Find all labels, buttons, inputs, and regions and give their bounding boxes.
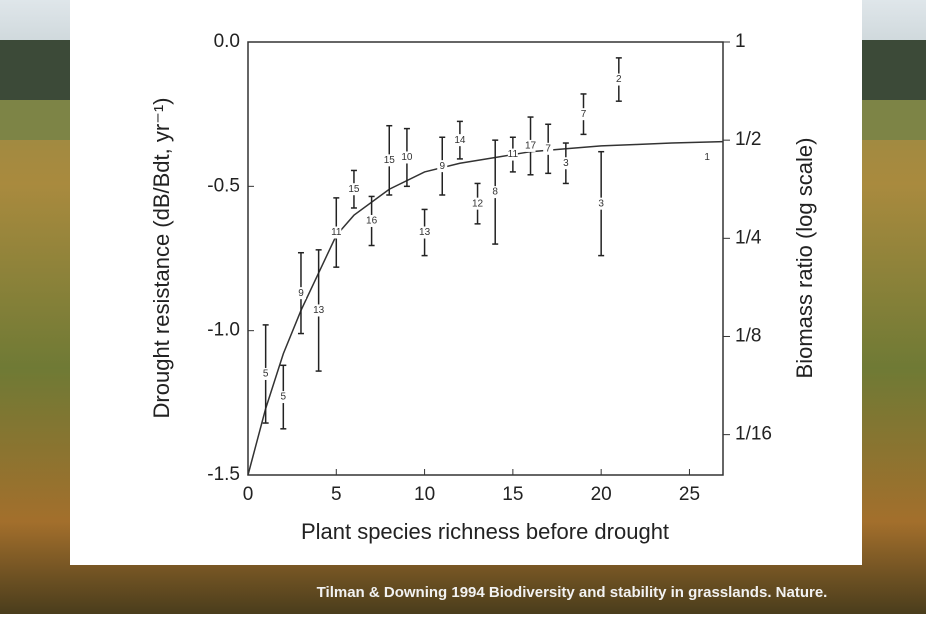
x-tick-label: 20 — [591, 484, 612, 505]
y2-tick-label: 1/8 — [735, 325, 761, 346]
point-label: 14 — [454, 135, 466, 146]
y-tick-label: -1.5 — [207, 464, 240, 485]
point — [578, 108, 589, 121]
point — [507, 148, 518, 161]
point-label: 11 — [331, 227, 342, 238]
point — [613, 73, 624, 86]
y2-axis-label: Biomass ratio (log scale) — [792, 138, 817, 379]
point — [454, 134, 465, 147]
point-label: 3 — [563, 158, 569, 169]
point — [313, 304, 324, 317]
point — [560, 157, 571, 170]
point-label: 13 — [419, 227, 431, 238]
point — [543, 142, 554, 155]
point — [702, 151, 713, 164]
x-tick-label: 5 — [331, 484, 342, 505]
point — [472, 197, 483, 210]
point-label: 9 — [298, 288, 304, 299]
y-axis-label: Drought resistance (dB/Bdt, yr⁻¹) — [149, 98, 174, 419]
y2-tick-label: 1/2 — [735, 129, 761, 150]
point — [401, 151, 412, 164]
point-label: 5 — [263, 369, 269, 380]
point-label: 2 — [616, 74, 622, 85]
y-tick-label: -1.0 — [207, 320, 240, 341]
y2-tick-label: 1 — [735, 31, 746, 52]
fit-line — [247, 140, 724, 476]
x-tick-label: 0 — [243, 484, 254, 505]
y-tick-label: 0.0 — [214, 31, 240, 52]
point-label: 16 — [366, 216, 378, 227]
x-tick-label: 10 — [414, 484, 435, 505]
caption: Tilman & Downing 1994 Biodiversity and s… — [317, 584, 828, 601]
point — [260, 367, 271, 380]
point — [525, 139, 536, 152]
point-label: 3 — [598, 198, 604, 209]
x-axis-label: Plant species richness before drought — [301, 519, 669, 544]
point — [348, 183, 359, 196]
point — [419, 226, 430, 239]
point-label: 11 — [508, 149, 519, 160]
y-tick-label: -0.5 — [207, 175, 240, 196]
chart-panel — [70, 0, 862, 565]
point-label: 5 — [281, 392, 287, 403]
point — [331, 226, 342, 239]
point-label: 12 — [472, 198, 484, 209]
point-label: 7 — [581, 109, 587, 120]
y2-tick-label: 1/16 — [735, 424, 772, 445]
point — [596, 197, 607, 210]
point — [295, 287, 306, 300]
x-tick-label: 25 — [679, 484, 700, 505]
point-label: 7 — [545, 143, 551, 154]
point-label: 10 — [401, 152, 413, 163]
point — [366, 214, 377, 227]
point — [437, 160, 448, 173]
point — [490, 186, 501, 199]
point-label: 13 — [313, 305, 325, 316]
point-label: 1 — [704, 152, 710, 163]
x-tick-label: 15 — [502, 484, 523, 505]
y2-tick-label: 1/4 — [735, 227, 762, 248]
point-label: 15 — [348, 184, 360, 195]
point-label: 15 — [384, 155, 396, 166]
point-label: 9 — [439, 161, 445, 172]
point-label: 17 — [525, 141, 537, 152]
point — [278, 391, 289, 404]
point — [384, 154, 395, 167]
point-label: 8 — [492, 187, 498, 198]
plot-frame — [247, 41, 724, 476]
